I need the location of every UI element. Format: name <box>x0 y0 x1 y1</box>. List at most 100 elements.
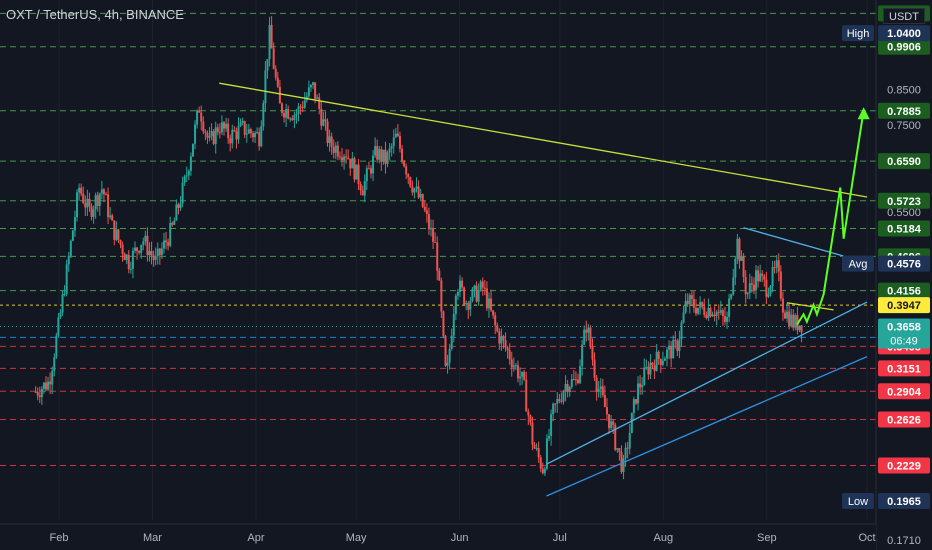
candle-body <box>637 383 640 404</box>
candle-body <box>715 311 718 317</box>
candle-body <box>630 412 633 434</box>
projection-arrowhead <box>857 107 870 120</box>
candle-body <box>483 287 486 289</box>
candle-body <box>761 273 764 276</box>
time-axis: Feb Mar Apr May Jun Jul Aug Sep Oct <box>0 523 876 550</box>
upper-support-trendline <box>546 301 868 465</box>
candle-body <box>587 327 590 333</box>
candle-body <box>465 303 468 305</box>
currency-label[interactable]: USDT <box>883 8 925 24</box>
candle-body <box>699 302 702 308</box>
candle-body <box>750 283 753 285</box>
price-tick-label: 0.7500 <box>887 120 921 132</box>
candle-body <box>247 129 250 134</box>
candle-body <box>94 195 97 210</box>
candle-body <box>556 399 559 404</box>
candle-body <box>53 357 56 371</box>
candle-body <box>189 156 192 171</box>
candle-body <box>492 310 495 316</box>
candle-body <box>523 371 526 380</box>
candle-body <box>595 377 598 392</box>
candle-body <box>591 346 594 360</box>
candle-body <box>583 329 586 345</box>
candle-body <box>632 399 635 413</box>
candle-body <box>280 103 283 113</box>
candle-body <box>678 339 681 352</box>
candle-body <box>531 422 534 445</box>
candle-body <box>514 365 517 367</box>
green-level-badge <box>878 282 930 299</box>
candle-body <box>239 122 242 127</box>
candle-body <box>191 143 194 157</box>
candle-body <box>121 244 124 254</box>
candle-body <box>98 193 101 206</box>
candle-body <box>392 137 395 147</box>
candle-body <box>752 284 755 290</box>
candle-body <box>759 273 762 282</box>
candle-body <box>380 149 383 162</box>
candle-body <box>47 381 50 390</box>
candle-body <box>427 214 430 230</box>
candle-body <box>202 121 205 132</box>
candle-body <box>527 411 530 416</box>
candle-body <box>558 399 561 401</box>
candle-body <box>425 210 428 215</box>
candle-body <box>510 359 513 368</box>
pivot-badge <box>878 297 930 314</box>
time-tick-feb: Feb <box>50 532 69 544</box>
candle-body <box>347 157 350 159</box>
candle-body <box>92 209 95 217</box>
candle-body <box>603 395 606 408</box>
candle-body <box>262 103 265 127</box>
candle-body <box>624 447 627 459</box>
candle-body <box>686 300 689 305</box>
candle-body <box>417 186 420 198</box>
candle-body <box>477 289 480 302</box>
candle-body <box>506 347 509 351</box>
high-badge <box>878 25 930 42</box>
candle-body <box>666 349 669 359</box>
candle-body <box>129 268 132 270</box>
candle-body <box>345 156 348 158</box>
candle-body <box>254 132 257 138</box>
candle-body <box>620 451 623 472</box>
candle-body <box>726 317 729 322</box>
candle-body <box>318 97 321 109</box>
candle-body <box>165 240 168 243</box>
candle-body <box>341 157 344 161</box>
candle-body <box>645 366 648 368</box>
candle-body <box>479 281 482 290</box>
green-level-label: 0.5723 <box>887 196 921 208</box>
candle-body <box>390 146 393 149</box>
lower-support-trendline <box>546 356 868 497</box>
candle-body <box>181 182 184 204</box>
candle-body <box>187 170 190 176</box>
avg-tag <box>842 255 874 272</box>
candle-body <box>533 444 536 449</box>
candle-body <box>519 376 522 379</box>
candle-body <box>82 193 85 203</box>
time-tick-oct: Oct <box>858 532 875 544</box>
candle-body <box>125 254 128 261</box>
candle-body <box>703 306 706 315</box>
candle-body <box>413 188 416 193</box>
candle-body <box>111 215 114 221</box>
candle-body <box>589 327 592 347</box>
green-level-label: 0.7885 <box>887 106 921 118</box>
candle-body <box>734 258 737 278</box>
candle-body <box>490 298 493 311</box>
candle-body <box>769 286 772 294</box>
candle-body <box>798 325 801 331</box>
time-tick-jul: Jul <box>553 532 567 544</box>
candle-body <box>204 131 207 133</box>
candle-body <box>84 202 87 208</box>
candle-body <box>684 300 687 313</box>
candle-body <box>117 229 120 241</box>
candle-body <box>312 82 315 85</box>
candle-body <box>328 136 331 143</box>
time-tick-aug: Aug <box>654 532 674 544</box>
candle-body <box>229 138 232 144</box>
candle-body <box>34 391 37 393</box>
candle-body <box>748 283 751 293</box>
